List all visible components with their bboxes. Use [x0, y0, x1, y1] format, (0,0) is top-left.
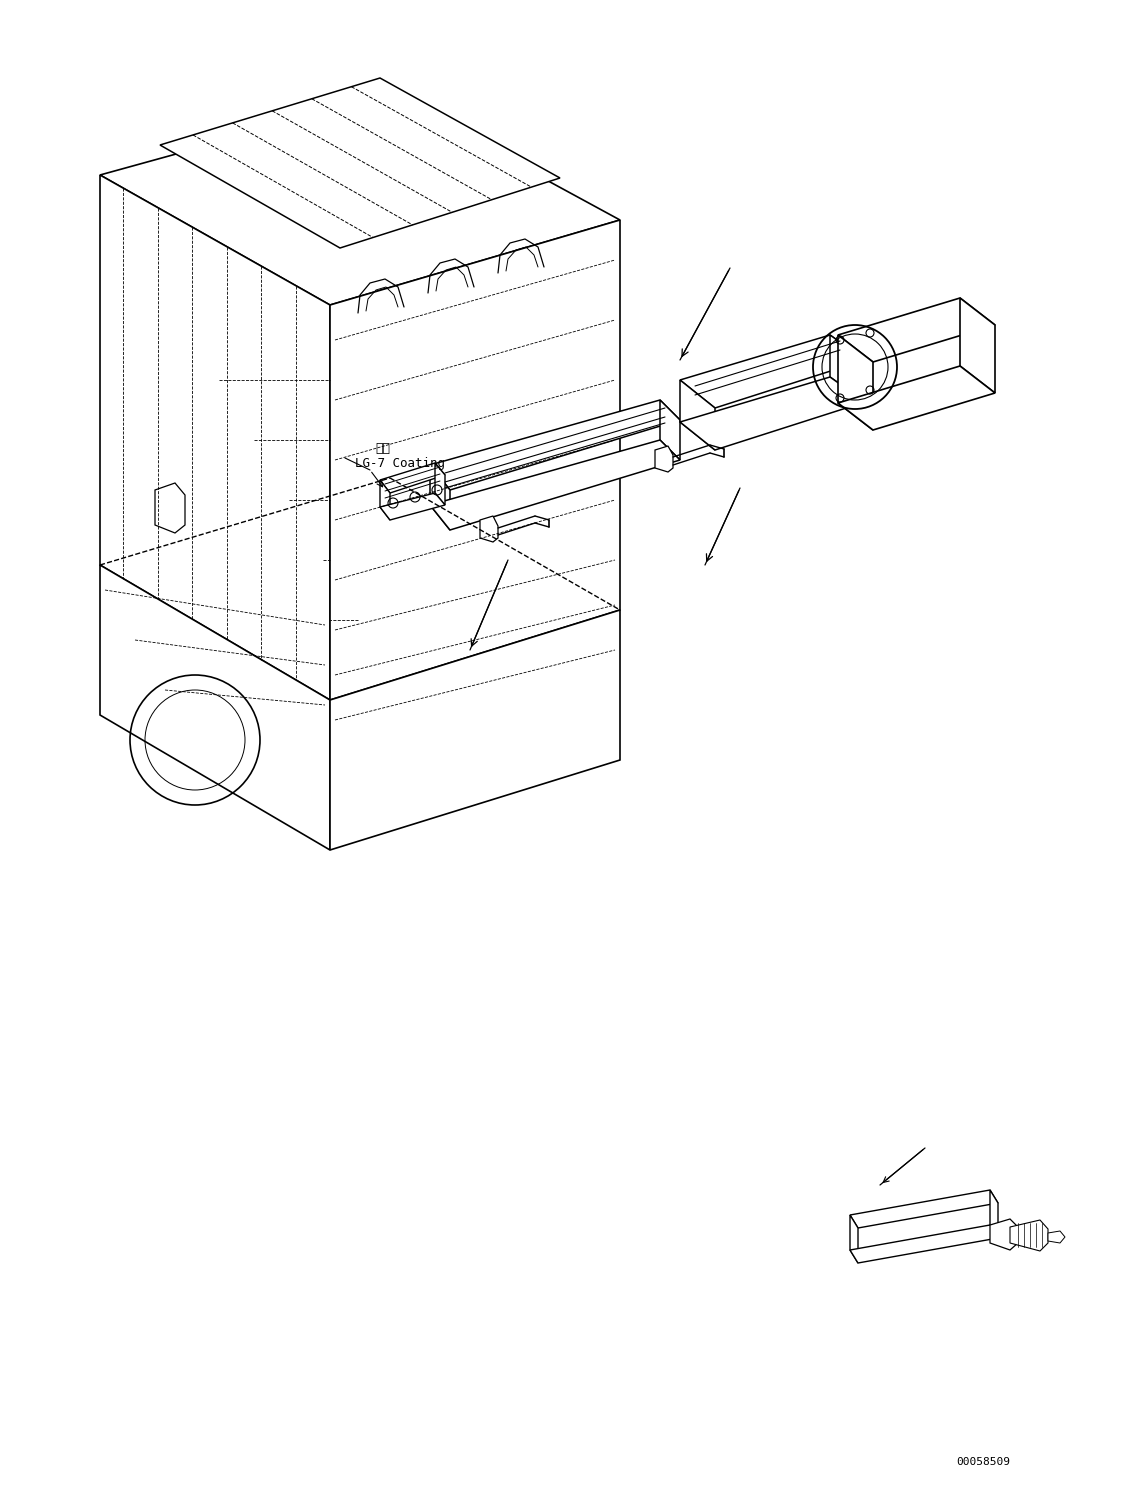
Polygon shape	[330, 609, 620, 850]
Polygon shape	[1048, 1230, 1065, 1242]
Polygon shape	[655, 446, 673, 473]
Polygon shape	[380, 480, 390, 520]
Polygon shape	[838, 334, 873, 429]
Polygon shape	[680, 377, 865, 450]
Polygon shape	[160, 77, 561, 248]
Polygon shape	[430, 400, 680, 490]
Polygon shape	[850, 1224, 998, 1263]
Polygon shape	[100, 565, 330, 850]
Polygon shape	[680, 380, 715, 450]
Polygon shape	[380, 464, 445, 493]
Text: 塗布: 塗布	[375, 441, 390, 455]
Polygon shape	[100, 175, 330, 700]
Polygon shape	[1010, 1220, 1048, 1251]
Polygon shape	[330, 220, 620, 700]
Polygon shape	[480, 516, 498, 542]
Polygon shape	[960, 299, 995, 392]
Polygon shape	[838, 299, 995, 363]
Polygon shape	[990, 1219, 1018, 1250]
Polygon shape	[435, 464, 445, 505]
Polygon shape	[100, 95, 620, 305]
Polygon shape	[850, 1216, 858, 1263]
Polygon shape	[659, 400, 680, 461]
Text: LG-7 Coating: LG-7 Coating	[355, 456, 445, 470]
Polygon shape	[155, 483, 185, 533]
Polygon shape	[680, 334, 865, 409]
Polygon shape	[838, 366, 995, 429]
Polygon shape	[850, 1190, 998, 1227]
Polygon shape	[430, 465, 450, 531]
Polygon shape	[380, 493, 445, 520]
Polygon shape	[990, 1190, 998, 1238]
Polygon shape	[830, 334, 865, 403]
Text: 00058509: 00058509	[956, 1456, 1010, 1467]
Polygon shape	[430, 440, 680, 531]
